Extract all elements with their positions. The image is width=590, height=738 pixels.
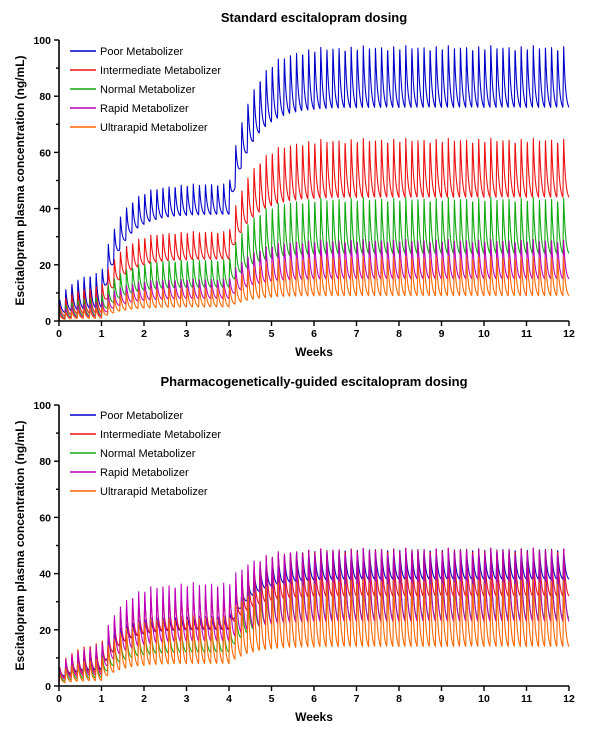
legend-label: Poor Metabolizer: [100, 410, 183, 422]
legend-label: Rapid Metabolizer: [100, 467, 189, 479]
legend: Poor Metabolizer Intermediate Metabolizer…: [70, 410, 221, 498]
x-tick-label: 10: [478, 693, 490, 705]
x-tick-label: 8: [396, 328, 402, 340]
x-tick-label: 6: [311, 328, 317, 340]
x-tick-label: 12: [563, 693, 575, 705]
x-axis-label: Weeks: [295, 710, 333, 724]
x-tick-label: 2: [141, 693, 147, 705]
x-tick-label: 7: [354, 693, 360, 705]
y-tick-label: 100: [33, 35, 51, 47]
y-tick-label: 80: [39, 91, 51, 103]
x-tick-label: 1: [99, 328, 105, 340]
x-tick-label: 0: [56, 693, 62, 705]
legend-label: Ultrarapid Metabolizer: [100, 122, 208, 134]
legend-label: Intermediate Metabolizer: [100, 65, 221, 77]
x-tick-label: 9: [439, 328, 445, 340]
x-tick-label: 8: [396, 693, 402, 705]
series-group: [58, 547, 570, 684]
y-tick-label: 60: [39, 147, 51, 159]
x-tick-label: 4: [226, 693, 232, 705]
y-tick-label: 40: [39, 204, 51, 216]
x-tick-label: 12: [563, 328, 575, 340]
x-tick-label: 0: [56, 328, 62, 340]
y-tick-label: 20: [39, 260, 51, 272]
x-tick-label: 5: [269, 328, 275, 340]
x-tick-label: 3: [184, 328, 190, 340]
chart-title: Standard escitalopram dosing: [221, 10, 407, 25]
legend: Poor Metabolizer Intermediate Metabolizer…: [70, 46, 221, 134]
y-tick-label: 20: [39, 625, 51, 637]
legend-label: Ultrarapid Metabolizer: [100, 486, 208, 498]
y-tick-label: 0: [45, 681, 51, 693]
x-tick-label: 5: [269, 693, 275, 705]
series-line-intermediate-metabolizer: [58, 137, 570, 318]
x-tick-label: 10: [478, 328, 490, 340]
legend-label: Rapid Metabolizer: [100, 103, 189, 115]
series-line-ultrarapid-metabolizer: [58, 255, 570, 320]
x-tick-label: 11: [521, 328, 532, 340]
legend-label: Poor Metabolizer: [100, 46, 183, 58]
x-tick-label: 3: [184, 693, 190, 705]
chart-standard-dosing: Standard escitalopram dosing020406080100…: [13, 10, 575, 359]
legend-label: Normal Metabolizer: [100, 84, 196, 96]
legend-label: Intermediate Metabolizer: [100, 429, 221, 441]
x-tick-label: 11: [521, 693, 532, 705]
x-tick-label: 1: [99, 693, 105, 705]
y-tick-label: 100: [33, 400, 51, 412]
x-tick-label: 2: [141, 328, 147, 340]
chart-guided-dosing: Pharmacogenetically-guided escitalopram …: [13, 374, 575, 724]
x-tick-label: 9: [439, 693, 445, 705]
y-tick-label: 0: [45, 316, 51, 328]
y-axis-label: Escitalopram plasma concentration (ng/mL…: [13, 420, 27, 670]
series-line-poor-metabolizer: [58, 45, 570, 316]
chart-title: Pharmacogenetically-guided escitalopram …: [160, 374, 467, 389]
x-tick-label: 7: [354, 328, 360, 340]
x-axis-label: Weeks: [295, 345, 333, 359]
y-tick-label: 80: [39, 456, 51, 468]
x-tick-label: 6: [311, 693, 317, 705]
legend-label: Normal Metabolizer: [100, 448, 196, 460]
series-group: [58, 45, 570, 320]
y-tick-label: 60: [39, 512, 51, 524]
series-line-ultrarapid-metabolizer: [58, 578, 570, 684]
x-tick-label: 4: [226, 328, 232, 340]
y-tick-label: 40: [39, 569, 51, 581]
y-axis-label: Escitalopram plasma concentration (ng/mL…: [13, 55, 27, 305]
